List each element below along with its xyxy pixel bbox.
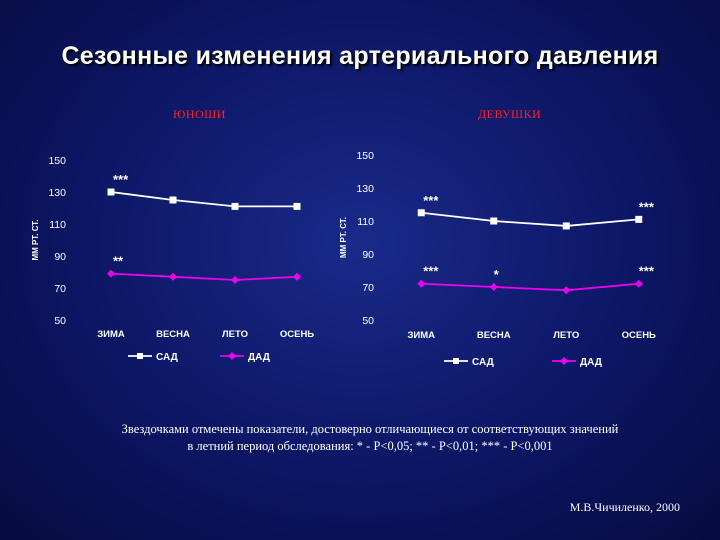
series-line-sad: [110, 191, 297, 208]
data-point-sad: [562, 222, 570, 230]
y-tick-label: 150: [48, 155, 66, 167]
legend-marker-dad: [560, 357, 568, 365]
chart-subtitle-girls: ДЕВУШКИ: [478, 107, 542, 121]
y-tick-label: 130: [48, 187, 66, 199]
data-point-sad: [107, 188, 115, 196]
y-tick-label: 70: [54, 283, 66, 295]
y-tick-label: 150: [356, 150, 374, 162]
data-point-dad: [417, 279, 426, 288]
legend-label-dad: ДАД: [580, 357, 602, 368]
y-tick-label: 50: [54, 315, 66, 327]
data-point-sad: [293, 202, 301, 210]
significance-marker: ***: [639, 199, 655, 214]
x-tick-label: ЛЕТО: [222, 329, 248, 340]
chart-subtitle-boys: ЮНОШИ: [173, 107, 226, 121]
slide-title: Сезонные изменения артериального давлени…: [61, 42, 659, 70]
data-point-dad: [107, 269, 115, 278]
data-point-sad: [490, 217, 498, 225]
author-credit: М.В.Чичиленко, 2000: [569, 500, 680, 514]
series-line-sad: [421, 211, 639, 227]
y-tick-label: 50: [362, 315, 374, 327]
significance-marker: *: [494, 267, 500, 282]
y-tick-label: 110: [49, 219, 66, 231]
x-tick-label: ЛЕТО: [553, 330, 579, 341]
legend-label-sad: САД: [472, 357, 494, 368]
data-point-dad: [293, 272, 301, 281]
y-axis-label: ММ РТ. СТ.: [339, 217, 348, 258]
footnote: Звездочками отмечены показатели, достове…: [60, 421, 680, 455]
data-point-dad: [231, 276, 239, 284]
x-tick-label: ЗИМА: [407, 330, 435, 341]
x-tick-label: ОСЕНЬ: [280, 329, 314, 340]
significance-marker: ***: [423, 193, 439, 208]
data-point-dad: [169, 272, 177, 281]
y-axis-label: ММ РТ. СТ.: [31, 220, 40, 261]
chart-girls: 150 130 110 90 70 50 ММ РТ. СТ. ЗИМА ВЕСНА ЛЕТО ОС…: [339, 150, 656, 368]
data-point-dad: [562, 286, 571, 295]
y-tick-label: 130: [356, 183, 374, 195]
legend-label-sad: САД: [156, 352, 178, 363]
footnote-line-1: Звездочками отмечены показатели, достове…: [121, 422, 619, 436]
y-tick-label: 110: [357, 216, 374, 228]
x-tick-label: ЗИМА: [97, 329, 125, 340]
data-point-dad: [634, 279, 643, 288]
footnote-line-2: в летний период обследования: * - P<0,05…: [187, 439, 553, 453]
significance-marker: ***: [639, 264, 655, 279]
series-line-dad: [110, 272, 298, 281]
data-point-sad: [169, 196, 177, 204]
significance-marker: ***: [113, 172, 129, 187]
chart-boys: 150 130 110 90 70 50 ММ РТ. СТ. ЗИМА ВЕСНА ЛЕТО ОС…: [31, 155, 314, 363]
data-point-sad: [635, 215, 643, 223]
y-tick-label: 90: [362, 249, 374, 261]
legend-marker-sad: [453, 358, 459, 364]
legend-marker-sad: [137, 353, 143, 359]
y-tick-label: 90: [54, 251, 66, 263]
series-line-dad: [421, 282, 639, 292]
data-point-sad: [417, 209, 425, 217]
x-tick-label: ВЕСНА: [156, 329, 190, 340]
significance-marker: ***: [423, 264, 439, 279]
significance-marker: **: [113, 254, 124, 269]
y-tick-label: 70: [362, 282, 374, 294]
data-point-dad: [489, 283, 498, 291]
legend-label-dad: ДАД: [248, 352, 270, 363]
x-tick-label: ВЕСНА: [477, 330, 511, 341]
data-point-sad: [231, 202, 239, 210]
x-tick-label: ОСЕНЬ: [622, 330, 656, 341]
legend-marker-dad: [228, 352, 236, 360]
